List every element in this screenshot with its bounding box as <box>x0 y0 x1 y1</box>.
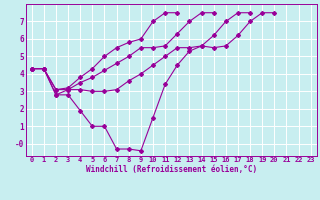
X-axis label: Windchill (Refroidissement éolien,°C): Windchill (Refroidissement éolien,°C) <box>86 165 257 174</box>
